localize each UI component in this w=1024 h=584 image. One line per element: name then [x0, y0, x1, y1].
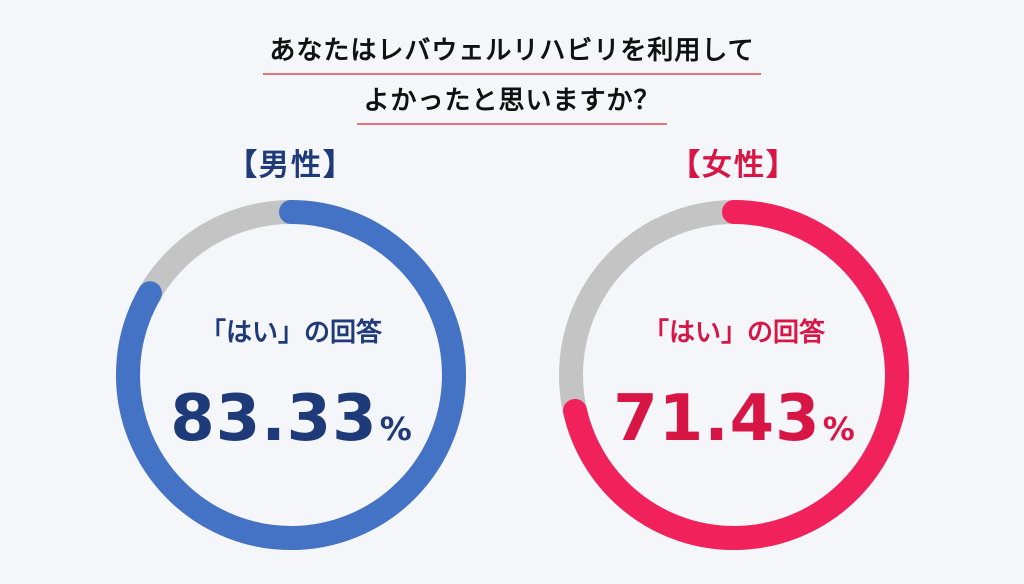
female-donut-chart — [559, 200, 909, 550]
female-center-label: 「はい」の回答 — [642, 318, 825, 348]
male-value: 83.33% — [111, 382, 471, 456]
title-line-1: あなたはレバウェルリハビリを利用して — [0, 30, 1024, 75]
title-line-1-text: あなたはレバウェルリハビリを利用して — [263, 30, 761, 75]
male-donut-chart — [116, 200, 466, 550]
female-slice-yes — [559, 200, 909, 550]
female-value-unit: % — [822, 410, 855, 448]
female-value-number: 71.43 — [613, 382, 821, 456]
male-value-number: 83.33 — [170, 382, 378, 456]
title-line-2-text: よかったと思いますか？ — [357, 80, 667, 125]
male-center-label: 「はい」の回答 — [199, 318, 382, 348]
male-slice-yes — [116, 200, 466, 550]
male-chart-title: 【男性】 — [227, 148, 355, 183]
title-line-2: よかったと思いますか？ — [0, 80, 1024, 125]
female-chart-title: 【女性】 — [670, 148, 798, 183]
female-value: 71.43% — [554, 382, 914, 456]
male-value-unit: % — [379, 410, 412, 448]
